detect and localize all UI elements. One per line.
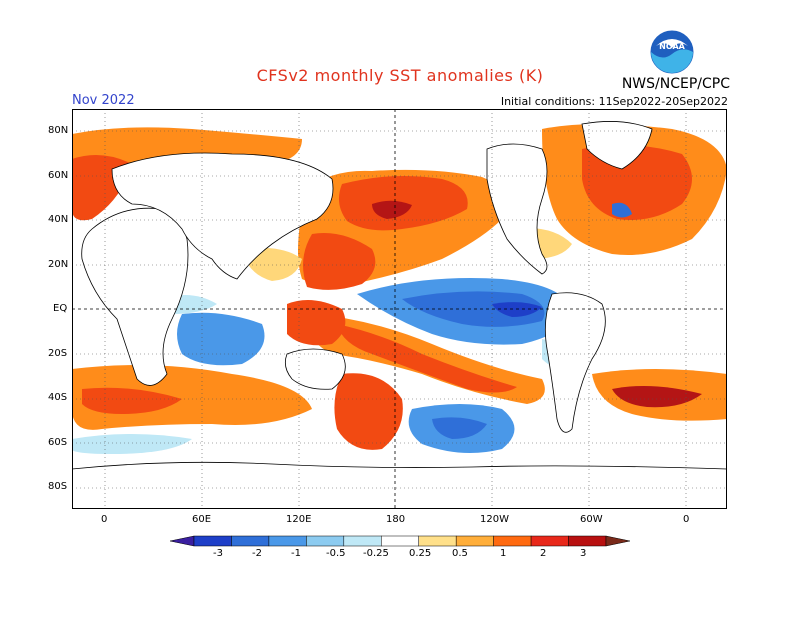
forecast-month: Nov 2022 (72, 93, 135, 108)
lon-label: 60E (192, 514, 212, 525)
colorbar-label: 3 (580, 548, 587, 559)
logo-text: NOAA (659, 42, 685, 51)
colorbar-segment (455, 535, 494, 547)
eurasia-landmass (111, 152, 334, 280)
colorbar-label: -1 (291, 548, 301, 559)
continents (72, 121, 727, 509)
colorbar-max-triangle (605, 535, 630, 547)
lon-label: 0 (683, 514, 690, 525)
colorbar-label: -2 (252, 548, 262, 559)
lon-label: 60W (580, 514, 603, 525)
colorbar-segment (343, 535, 382, 547)
colorbar (170, 535, 630, 547)
lat-label: EQ (53, 303, 68, 314)
antarctica-landmass (72, 461, 727, 509)
colorbar-segment (418, 535, 457, 547)
lat-label: 60N (48, 170, 69, 181)
lat-label: 40S (48, 392, 68, 403)
south-america-landmass (544, 292, 606, 433)
colorbar-segment (530, 535, 569, 547)
colorbar-min-triangle (170, 535, 195, 547)
colorbar-label: 0.25 (409, 548, 432, 559)
colorbar-label: -0.5 (326, 548, 346, 559)
colorbar-label: 1 (500, 548, 507, 559)
agency-label: NWS/NCEP/CPC (621, 76, 730, 92)
sst-anomaly-map (72, 109, 727, 509)
colorbar-label: 2 (540, 548, 547, 559)
lon-label: 120E (286, 514, 312, 525)
colorbar-segment (268, 535, 307, 547)
colorbar-segment (306, 535, 345, 547)
lat-label: 80S (48, 481, 68, 492)
lon-label: 0 (101, 514, 108, 525)
north-america-landmass (486, 143, 548, 275)
lat-label: 40N (48, 214, 69, 225)
lat-label: 60S (48, 437, 68, 448)
colorbar-label: -0.25 (363, 548, 389, 559)
lat-label: 80N (48, 125, 69, 136)
colorbar-segment (381, 535, 419, 547)
lat-label: 20S (48, 348, 68, 359)
greenland-landmass (581, 121, 653, 170)
colorbar-segment (568, 535, 607, 547)
lon-label: 120W (480, 514, 509, 525)
colorbar-label: -3 (213, 548, 223, 559)
colorbar-segment (493, 535, 532, 547)
map-title: CFSv2 monthly SST anomalies (K) (256, 66, 544, 85)
lon-label: 180 (386, 514, 406, 525)
colorbar-label: 0.5 (452, 548, 468, 559)
colorbar-segment (231, 535, 270, 547)
reference-lines (72, 109, 727, 509)
map-frame (72, 109, 727, 509)
colorbar-segment (193, 535, 232, 547)
noaa-logo: NOAA (649, 29, 695, 75)
australia-landmass (284, 348, 346, 390)
initial-conditions: Initial conditions: 11Sep2022-20Sep2022 (500, 95, 728, 108)
lat-label: 20N (48, 259, 69, 270)
